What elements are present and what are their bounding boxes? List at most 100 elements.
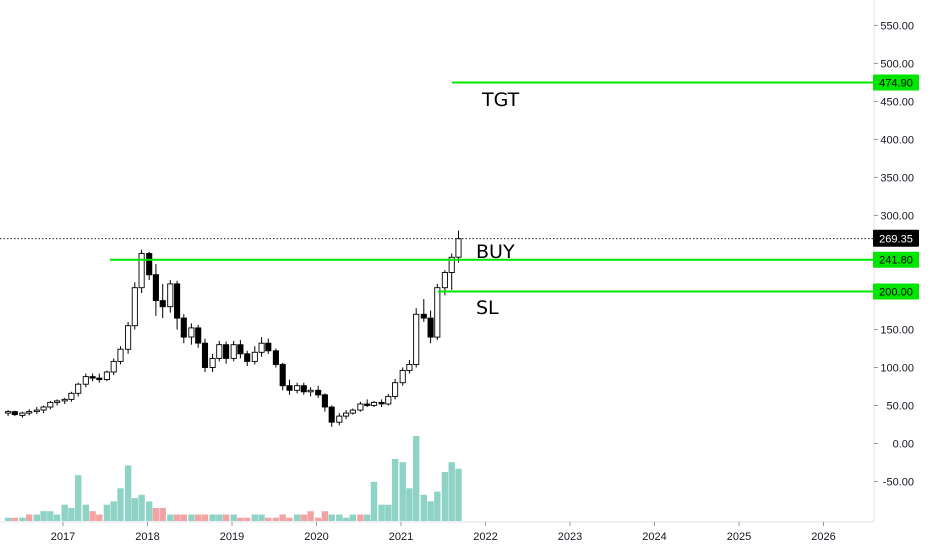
candle[interactable] [223,341,230,364]
candle[interactable] [336,413,343,426]
candle[interactable] [33,407,40,414]
candle[interactable] [131,282,138,330]
candle-body [26,411,33,414]
candle-body [336,415,343,423]
volume-bar [152,507,160,521]
candle[interactable] [89,373,96,382]
candle-body [349,409,356,414]
level-label-sl: SL [476,297,499,319]
candle[interactable] [230,340,237,362]
candle-body [279,363,286,387]
candle[interactable] [159,283,166,319]
candle[interactable] [420,299,427,322]
candle[interactable] [399,367,406,386]
candle[interactable] [19,411,26,418]
candle[interactable] [11,410,18,417]
candle-body [455,238,462,258]
candle[interactable] [413,308,420,368]
candle[interactable] [385,394,392,406]
candle[interactable] [279,362,286,391]
candle[interactable] [117,346,124,365]
candle[interactable] [307,387,314,397]
level-badge-buy: 241.80 [873,251,919,268]
candle[interactable] [146,251,153,281]
candle[interactable] [96,373,103,383]
candle[interactable] [265,338,272,354]
candle[interactable] [216,340,223,362]
candle[interactable] [47,400,54,410]
candle-body [47,401,54,408]
candle[interactable] [188,323,195,345]
candle[interactable] [103,370,110,382]
candle[interactable] [258,337,265,357]
candle[interactable] [427,310,434,344]
volume-bar [279,514,286,521]
candle-body [125,325,132,350]
candle[interactable] [370,400,378,407]
candle-body [131,287,138,327]
candle[interactable] [167,280,174,313]
candle[interactable] [40,405,47,414]
candle[interactable] [328,405,335,427]
candle-body [294,385,301,391]
candle[interactable] [209,353,216,372]
candle[interactable] [349,408,356,415]
candle[interactable] [75,382,82,397]
volume-bar [173,514,181,521]
candle[interactable] [110,358,117,376]
candle[interactable] [125,321,132,354]
candle[interactable] [138,249,145,293]
candle[interactable] [392,378,399,400]
candle[interactable] [201,338,209,372]
volume-bar [391,458,399,521]
candle[interactable] [195,324,202,348]
candle[interactable] [82,373,89,388]
candle[interactable] [406,359,413,374]
candle[interactable] [300,382,307,395]
candle[interactable] [237,340,244,359]
volume-bar [420,494,427,521]
y-axis[interactable]: 550.00 500.00 450.00 400.00 350.00 300.00 150.… [874,20,914,489]
candle[interactable] [272,348,279,368]
candle[interactable] [378,399,385,407]
volume-bar [321,511,329,521]
volume-bar [209,514,216,521]
candle-body [216,344,223,359]
candle[interactable] [68,391,75,402]
candle-body [328,406,335,423]
candle[interactable] [180,314,187,344]
volume-layer [4,436,462,521]
volume-bar [455,468,462,521]
candle[interactable] [251,346,258,365]
candle[interactable] [364,399,371,407]
candle[interactable] [26,409,33,416]
candle[interactable] [152,264,159,316]
candle[interactable] [244,350,251,366]
candle[interactable] [434,283,441,341]
x-tick-label: 2018 [135,531,159,543]
candle[interactable] [357,401,364,412]
volume-bar [75,475,82,521]
candle[interactable] [315,385,322,398]
y-tick-label: 450.00 [880,96,914,108]
candle-body [82,376,89,385]
volume-bar [385,504,392,521]
candle[interactable] [54,399,61,406]
volume-bar [11,517,18,521]
candle[interactable] [61,397,68,404]
candle[interactable] [174,280,181,330]
volume-bar [272,517,280,521]
level-badge-value: 474.90 [879,78,913,90]
volume-bar [82,504,89,521]
volume-bar [265,517,272,521]
x-axis[interactable]: 2017 2018 2019 2020 2021 2022 2023 2024 2025 2026 [51,522,836,543]
candle[interactable] [321,393,328,412]
volume-bar [131,498,138,521]
candle[interactable] [294,382,301,394]
volume-bar [222,514,230,521]
candle[interactable] [343,410,350,420]
candle[interactable] [286,379,293,395]
candle[interactable] [5,410,12,417]
candle-body [174,283,181,319]
